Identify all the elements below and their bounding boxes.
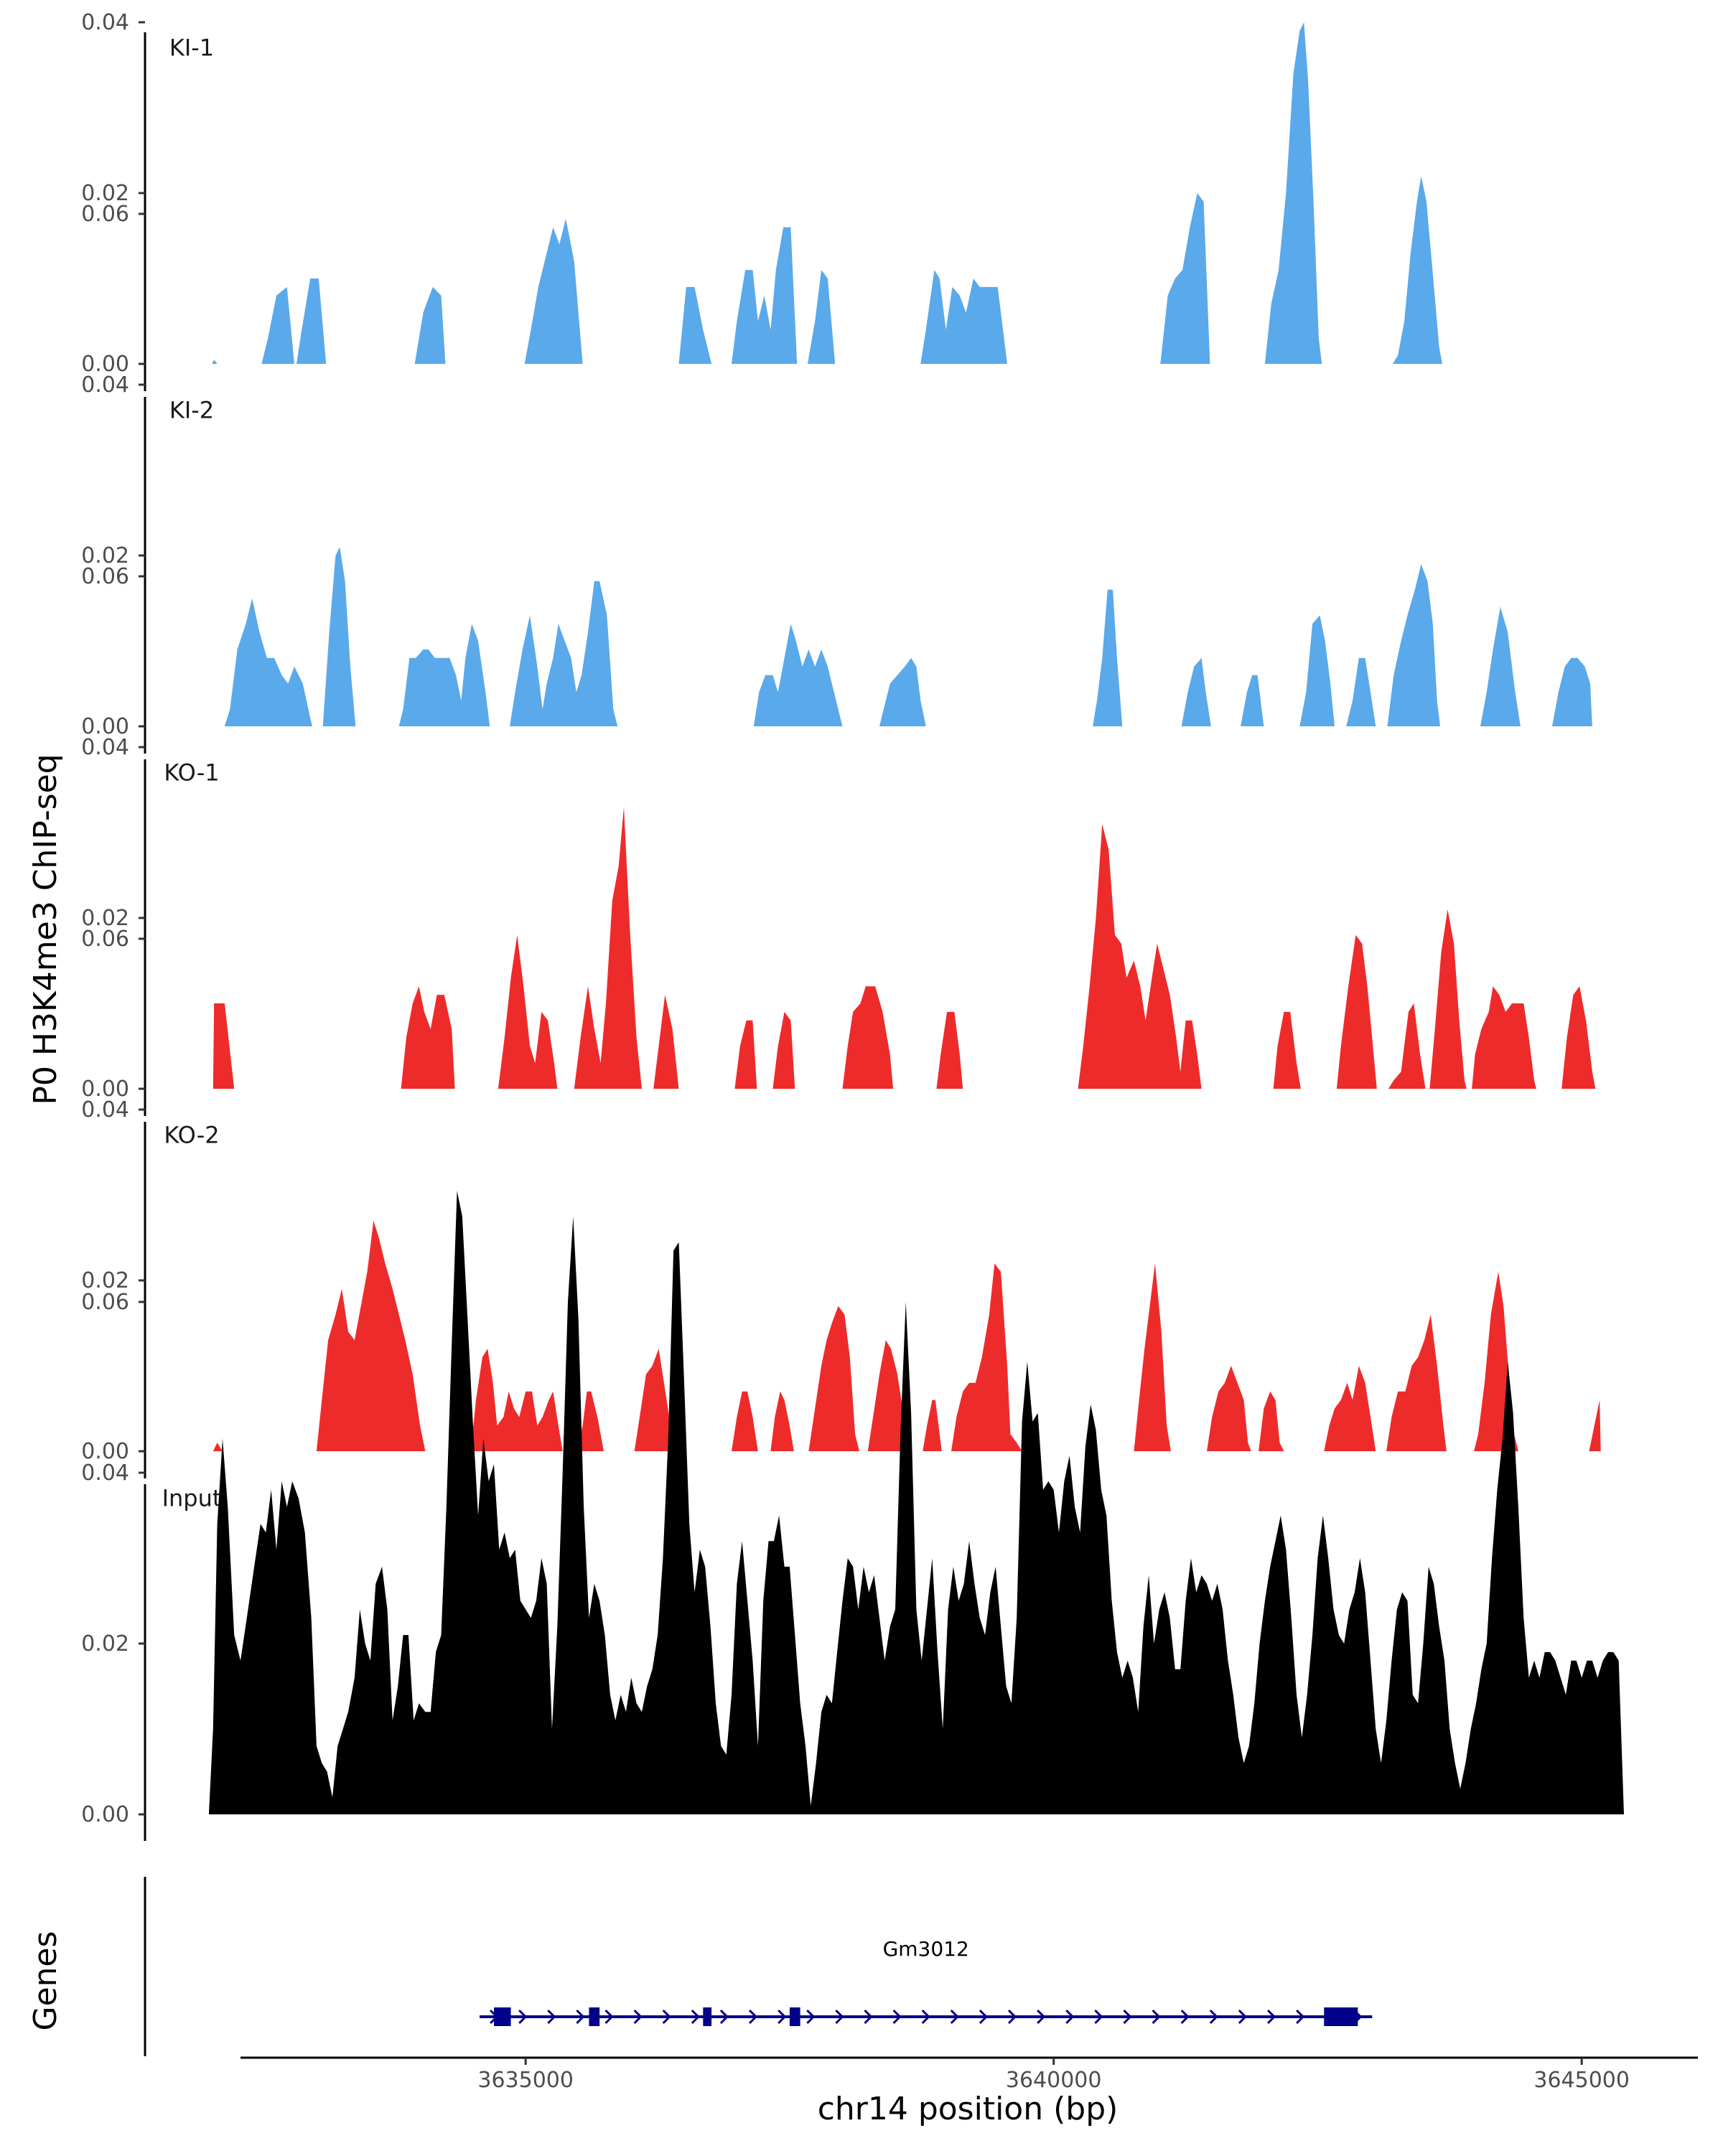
x-axis-title: chr14 position (bp) xyxy=(818,2091,1119,2127)
track-input-y-tick-label: 0.00 xyxy=(81,1802,129,1827)
strand-arrow-icon xyxy=(691,2009,700,2025)
track-input: 0.00 0.02 0.04 0.06 Input xyxy=(81,1191,1624,1841)
x-tick-label: 3640000 xyxy=(1006,2068,1102,2093)
x-tick-label: 3635000 xyxy=(477,2068,574,2093)
gene-exon xyxy=(789,2007,800,2026)
strand-arrow-icon xyxy=(633,2009,643,2025)
strand-arrow-icon xyxy=(1094,2009,1103,2025)
strand-arrow-icon xyxy=(1007,2009,1017,2025)
strand-arrow-icon xyxy=(604,2009,614,2025)
strand-arrow-icon xyxy=(979,2009,989,2025)
gene-exon xyxy=(703,2007,712,2026)
strand-arrow-icon xyxy=(518,2009,528,2025)
track-ko-1-y-tick-label: 0.04 xyxy=(81,735,129,760)
strand-arrow-icon xyxy=(778,2009,787,2025)
track-ki-1-y-tick-label: 0.04 xyxy=(81,10,129,35)
y-axis-title: P0 H3K4me3 ChIP-seq xyxy=(27,754,64,1105)
gene-track: Gm3012 xyxy=(144,1877,1373,2056)
track-ko-1-y-tick-label: 0.00 xyxy=(81,1077,129,1102)
track-ki-1: 0.00 0.02 0.04 0.06 KI-1 xyxy=(81,10,1442,391)
track-ki-1-y-tick-label: 0.00 xyxy=(81,352,129,377)
strand-arrow-icon xyxy=(1065,2009,1075,2025)
track-label-ki-1: KI-1 xyxy=(169,34,214,62)
track-ki-2: 0.00 0.02 0.04 0.06 KI-2 xyxy=(81,202,1592,754)
track-ko-1: 0.00 0.02 0.04 0.06 KO-1 xyxy=(81,564,1596,1116)
track-input-y-tick-label: 0.04 xyxy=(81,1461,129,1486)
track-ko-2-y-tick-label: 0.06 xyxy=(81,927,129,952)
track-input-y-tick-label: 0.02 xyxy=(81,1631,129,1656)
strand-arrow-icon xyxy=(864,2009,873,2025)
strand-arrow-icon xyxy=(719,2009,729,2025)
gene-exon xyxy=(1324,2007,1358,2026)
track-ko-2-y-tick-label: 0.00 xyxy=(81,1439,129,1464)
track-ki-2-y-tick-label: 0.00 xyxy=(81,714,129,739)
strand-arrow-icon xyxy=(662,2009,671,2025)
genes-axis-title: Genes xyxy=(27,1931,64,2030)
gene-name-label: Gm3012 xyxy=(883,1937,969,1961)
track-ki-2-y-tick-label: 0.04 xyxy=(81,372,129,398)
strand-arrow-icon xyxy=(1037,2009,1046,2025)
strand-arrow-icon xyxy=(1152,2009,1161,2025)
track-label-ko-2: KO-2 xyxy=(164,1122,219,1149)
track-label-input: Input xyxy=(162,1485,222,1512)
strand-arrow-icon xyxy=(1209,2009,1218,2025)
track-label-ko-1: KO-1 xyxy=(164,759,219,787)
track-ki-2-y-tick-label: 0.06 xyxy=(81,202,129,227)
track-input-y-tick-label: 0.06 xyxy=(81,1290,129,1315)
strand-arrow-icon xyxy=(1266,2009,1276,2025)
strand-arrow-icon xyxy=(1296,2009,1305,2025)
gene-exon xyxy=(494,2007,511,2026)
strand-arrow-icon xyxy=(748,2009,758,2025)
strand-arrow-icon xyxy=(576,2009,585,2025)
track-label-ki-2: KI-2 xyxy=(169,397,214,424)
strand-arrow-icon xyxy=(1238,2009,1248,2025)
signal-area-ko-2 xyxy=(213,1220,1601,1451)
track-ki-1-y-tick-label: 0.02 xyxy=(81,181,129,206)
track-ko-2-y-tick-label: 0.02 xyxy=(81,1268,129,1293)
strand-arrow-icon xyxy=(806,2009,816,2025)
track-ko-1-y-tick-label: 0.06 xyxy=(81,564,129,589)
strand-arrow-icon xyxy=(921,2009,930,2025)
strand-arrow-icon xyxy=(835,2009,844,2025)
signal-area-ko-1 xyxy=(213,807,1596,1089)
signal-area-ki-2 xyxy=(224,547,1592,726)
signal-area-ki-1 xyxy=(212,22,1442,364)
x-axis: 3635000 3640000 3645000 xyxy=(241,2056,1698,2093)
strand-arrow-icon xyxy=(547,2009,556,2025)
x-tick-label: 3645000 xyxy=(1533,2068,1630,2093)
strand-arrow-icon xyxy=(1180,2009,1190,2025)
tracks-layer: 0.00 0.02 0.04 0.06 KI-1 0.00 0.02 0.04 0.06 KI-2… xyxy=(81,10,1624,1841)
strand-arrow-icon xyxy=(892,2009,902,2025)
strand-arrow-icon xyxy=(1123,2009,1132,2025)
gene-exon xyxy=(589,2007,600,2026)
track-ko-2-y-tick-label: 0.04 xyxy=(81,1097,129,1122)
track-ko-1-y-tick-label: 0.02 xyxy=(81,906,129,931)
strand-arrow-icon xyxy=(950,2009,959,2025)
track-ko-2: 0.00 0.02 0.04 0.06 KO-2 xyxy=(81,927,1601,1478)
signal-area-input xyxy=(208,1191,1624,1814)
track-ki-2-y-tick-label: 0.02 xyxy=(81,543,129,568)
